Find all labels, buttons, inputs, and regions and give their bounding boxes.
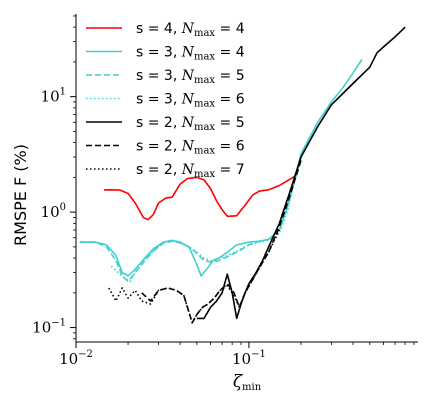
y-tick-label: 101	[41, 87, 66, 106]
legend-label-5: s = 2, Nmax = 5	[136, 115, 245, 133]
series-line-5	[196, 26, 406, 320]
x-axis-label: ζmin	[233, 372, 262, 393]
series-line-3	[79, 156, 302, 283]
x-tick-label: 10−1	[232, 349, 266, 368]
ticks-layer: 10−2 10−1 10−1 100 101	[32, 15, 415, 368]
legend-label-7: s = 2, Nmax = 7	[136, 162, 245, 180]
legend-label-3: s = 3, Nmax = 5	[136, 68, 245, 86]
legend-label-4: s = 3, Nmax = 6	[136, 92, 245, 110]
legend: s = 4, Nmax = 4 s = 3, Nmax = 4 s = 3, Nma…	[86, 21, 245, 180]
x-tick-label: 10−2	[59, 349, 93, 368]
y-tick-label: 10−1	[32, 318, 66, 337]
series-line-4	[110, 207, 290, 283]
x-axis-label-main: ζ	[233, 372, 244, 392]
series-line-7	[108, 229, 281, 324]
y-tick-label: 100	[41, 202, 66, 221]
x-axis-label-sub: min	[242, 382, 262, 393]
series-line-6	[141, 160, 302, 324]
legend-label-6: s = 2, Nmax = 6	[136, 139, 245, 157]
legend-label-1: s = 4, Nmax = 4	[136, 21, 245, 39]
y-axis-label: RMSPE F (%)	[11, 144, 30, 246]
series-line-2	[79, 59, 363, 277]
plot-frame	[75, 14, 418, 343]
series-line-1	[103, 174, 298, 221]
series-layer	[79, 26, 406, 324]
legend-label-2: s = 3, Nmax = 4	[136, 45, 245, 63]
